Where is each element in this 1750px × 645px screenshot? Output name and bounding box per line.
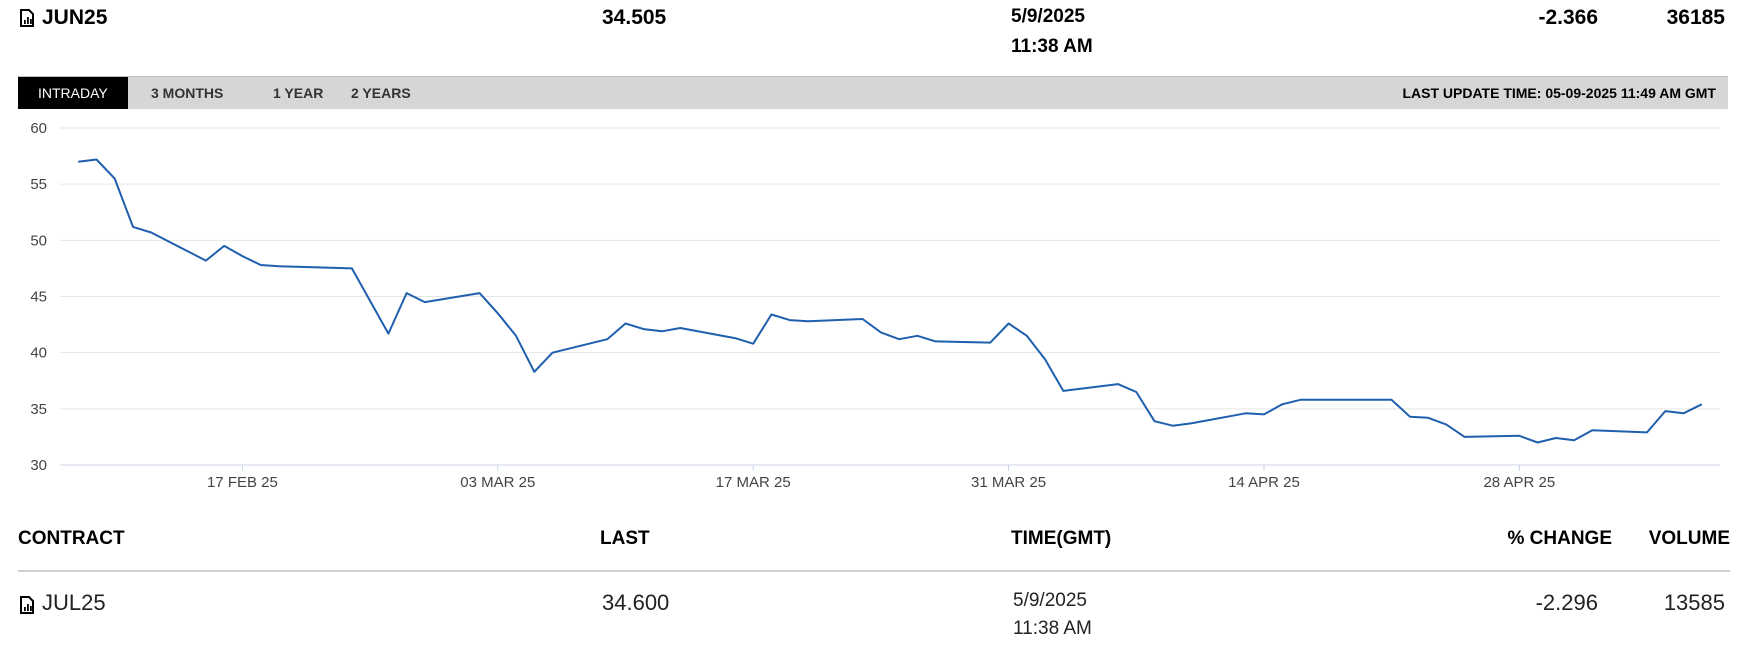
tab-intraday[interactable]: INTRADAY	[18, 77, 128, 109]
row-time: 11:38 AM	[1013, 618, 1092, 639]
y-tick-label: 40	[30, 345, 47, 362]
row-change: -2.296	[1535, 590, 1598, 615]
header-time: TIME(GMT)	[1011, 528, 1112, 549]
price-line-chart: 30 35 40 45 50 55 60 17 FEB 25 03 MAR 25 17 MAR …	[30, 120, 1720, 491]
header-last: LAST	[600, 528, 650, 549]
quote-contract[interactable]: JUN25	[19, 6, 107, 30]
x-tick-label: 17 FEB 25	[207, 474, 278, 491]
quote-last: 34.505	[602, 6, 667, 29]
row-volume: 13585	[1663, 590, 1725, 615]
x-tick-label: 14 APR 25	[1228, 474, 1300, 491]
y-tick-label: 45	[30, 289, 47, 306]
row-last: 34.600	[602, 590, 670, 615]
quote-time: 11:38 AM	[1011, 36, 1093, 57]
row-contract-label: JUL25	[42, 590, 106, 615]
x-tick-label: 31 MAR 25	[971, 474, 1046, 491]
price-series-line	[78, 158, 1703, 444]
header-change: % CHANGE	[1507, 528, 1612, 549]
chart-grid	[60, 127, 1720, 466]
quote-contract-label: JUN25	[42, 6, 108, 29]
row-date: 5/9/2025	[1013, 590, 1087, 611]
y-tick-label: 60	[30, 120, 47, 137]
y-tick-label: 30	[30, 457, 47, 474]
quote-date: 5/9/2025	[1011, 6, 1085, 27]
tab-3-months[interactable]: 3 MONTHS	[151, 85, 224, 101]
row-contract[interactable]: JUL25	[19, 590, 106, 616]
tab-2-years[interactable]: 2 YEARS	[351, 85, 411, 101]
x-tick-label: 28 APR 25	[1483, 474, 1555, 491]
y-tick-label: 50	[30, 232, 47, 249]
chart-document-icon	[19, 9, 35, 27]
y-tick-label: 35	[30, 401, 47, 418]
chart-document-icon	[19, 594, 35, 614]
range-tab-bar: INTRADAY 3 MONTHS 1 YEAR 2 YEARS LAST UP…	[18, 76, 1728, 109]
header-volume: VOLUME	[1648, 528, 1730, 549]
x-axis-ticks: 17 FEB 25 03 MAR 25 17 MAR 25 31 MAR 25 14 A…	[207, 465, 1555, 491]
quote-change: -2.366	[1538, 6, 1598, 29]
last-update-time: LAST UPDATE TIME: 05-09-2025 11:49 AM GM…	[1402, 85, 1716, 101]
x-tick-label: 03 MAR 25	[460, 474, 535, 491]
y-axis-ticks: 30 35 40 45 50 55 60	[30, 120, 47, 474]
header-contract: CONTRACT	[18, 528, 125, 549]
quote-volume: 36185	[1666, 6, 1725, 29]
x-tick-label: 17 MAR 25	[716, 474, 791, 491]
tab-1-year[interactable]: 1 YEAR	[273, 85, 324, 101]
y-tick-label: 55	[30, 176, 47, 193]
table-divider	[18, 570, 1730, 572]
